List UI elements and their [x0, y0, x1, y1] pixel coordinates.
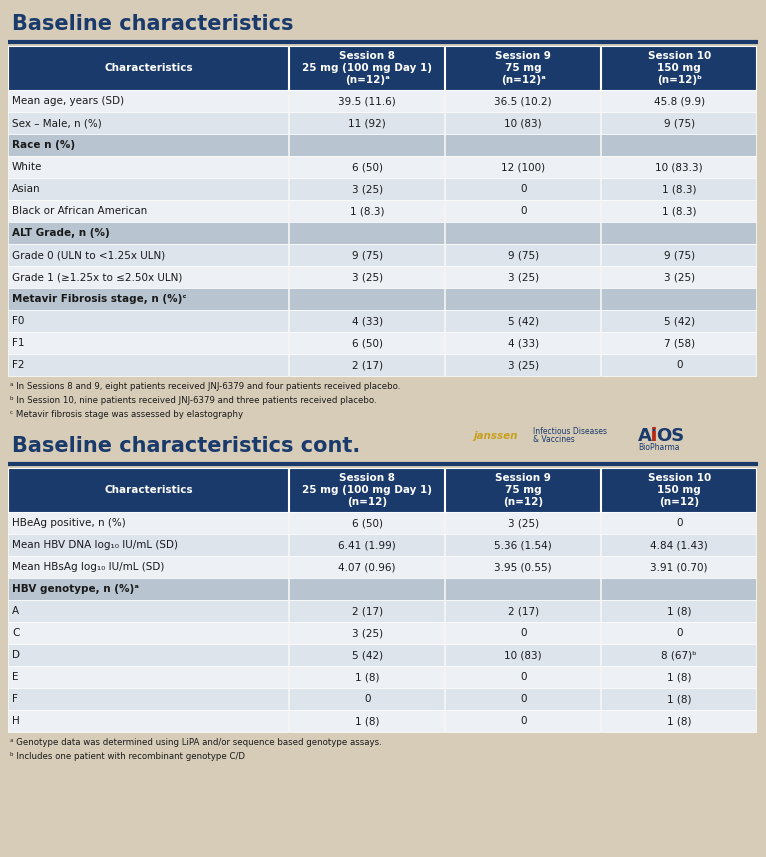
Bar [601, 112, 756, 134]
Bar [290, 688, 444, 710]
Text: 39.5 (11.6): 39.5 (11.6) [339, 96, 396, 106]
Bar [8, 332, 288, 354]
Text: 5 (42): 5 (42) [663, 316, 695, 326]
Text: C: C [12, 628, 19, 638]
Text: 1 (8): 1 (8) [667, 694, 692, 704]
Text: 4.84 (1.43): 4.84 (1.43) [650, 540, 708, 550]
Bar [290, 178, 444, 200]
Text: 1 (8.3): 1 (8.3) [662, 184, 696, 194]
Text: Session 8
25 mg (100 mg Day 1)
(n=12)ᵃ: Session 8 25 mg (100 mg Day 1) (n=12)ᵃ [303, 51, 432, 86]
Bar [601, 332, 756, 354]
Bar [290, 310, 444, 332]
Bar [8, 688, 288, 710]
Bar [290, 156, 444, 178]
Bar [290, 512, 444, 534]
Bar [601, 600, 756, 622]
Bar [8, 644, 288, 666]
Text: 1 (8): 1 (8) [355, 716, 379, 726]
Text: E: E [12, 672, 18, 682]
Text: Grade 0 (ULN to <1.25x ULN): Grade 0 (ULN to <1.25x ULN) [12, 250, 165, 260]
Bar [601, 134, 756, 156]
Text: 6.41 (1.99): 6.41 (1.99) [339, 540, 396, 550]
Bar [445, 134, 601, 156]
Bar [445, 222, 601, 244]
Text: 1 (8.3): 1 (8.3) [662, 206, 696, 216]
Text: 0: 0 [520, 716, 526, 726]
Bar [445, 200, 601, 222]
Text: BioPharma: BioPharma [638, 442, 679, 452]
Bar [601, 534, 756, 556]
Bar [8, 710, 288, 732]
Text: Mean HBV DNA log₁₀ IU/mL (SD): Mean HBV DNA log₁₀ IU/mL (SD) [12, 540, 178, 550]
Bar [290, 222, 444, 244]
Bar [8, 310, 288, 332]
Text: Metavir Fibrosis stage, n (%)ᶜ: Metavir Fibrosis stage, n (%)ᶜ [12, 294, 187, 304]
Text: Grade 1 (≥1.25x to ≤2.50x ULN): Grade 1 (≥1.25x to ≤2.50x ULN) [12, 272, 182, 282]
Text: 1 (8): 1 (8) [667, 672, 692, 682]
Bar [8, 266, 288, 288]
Text: 3 (25): 3 (25) [508, 360, 538, 370]
Bar [445, 332, 601, 354]
Bar [290, 534, 444, 556]
Text: 2 (17): 2 (17) [352, 360, 383, 370]
Bar [601, 468, 756, 512]
Text: 5 (42): 5 (42) [508, 316, 538, 326]
Bar [290, 468, 444, 512]
Text: 6 (50): 6 (50) [352, 338, 383, 348]
Text: F2: F2 [12, 360, 25, 370]
Bar [8, 46, 288, 90]
Bar [445, 310, 601, 332]
Bar [601, 222, 756, 244]
Bar [290, 134, 444, 156]
Text: 0: 0 [676, 628, 683, 638]
Text: 0: 0 [676, 518, 683, 528]
Bar [601, 178, 756, 200]
Bar [8, 112, 288, 134]
Bar [601, 90, 756, 112]
Bar [445, 622, 601, 644]
Bar [445, 288, 601, 310]
Text: 10 (83.3): 10 (83.3) [656, 162, 703, 172]
Text: Black or African American: Black or African American [12, 206, 147, 216]
Text: HBV genotype, n (%)ᵃ: HBV genotype, n (%)ᵃ [12, 584, 139, 594]
Bar [8, 200, 288, 222]
Text: OS: OS [656, 427, 684, 445]
Bar [445, 710, 601, 732]
Text: ᵇ Includes one patient with recombinant genotype C/D: ᵇ Includes one patient with recombinant … [10, 752, 245, 761]
Text: 0: 0 [520, 206, 526, 216]
Bar [8, 622, 288, 644]
Text: 36.5 (10.2): 36.5 (10.2) [494, 96, 552, 106]
Text: 10 (83): 10 (83) [505, 118, 542, 128]
Text: 10 (83): 10 (83) [505, 650, 542, 660]
Bar [8, 354, 288, 376]
Bar [445, 644, 601, 666]
Bar [445, 534, 601, 556]
Bar [445, 178, 601, 200]
Bar [8, 556, 288, 578]
Text: F1: F1 [12, 338, 25, 348]
Text: Session 8
25 mg (100 mg Day 1)
(n=12): Session 8 25 mg (100 mg Day 1) (n=12) [303, 472, 432, 507]
Text: 4.07 (0.96): 4.07 (0.96) [339, 562, 396, 572]
Text: 9 (75): 9 (75) [663, 250, 695, 260]
Text: 0: 0 [364, 694, 371, 704]
Bar [8, 468, 288, 512]
Bar [8, 134, 288, 156]
Bar [445, 600, 601, 622]
Bar [601, 46, 756, 90]
Bar [445, 512, 601, 534]
Text: ᵃ Genotype data was determined using LiPA and/or sequence based genotype assays.: ᵃ Genotype data was determined using LiP… [10, 738, 381, 747]
Text: A: A [12, 606, 19, 616]
Text: 0: 0 [520, 694, 526, 704]
Text: 6 (50): 6 (50) [352, 162, 383, 172]
Bar [8, 600, 288, 622]
Text: Mean age, years (SD): Mean age, years (SD) [12, 96, 124, 106]
Bar [8, 288, 288, 310]
Text: 3 (25): 3 (25) [352, 628, 383, 638]
Bar [8, 578, 288, 600]
Text: D: D [12, 650, 20, 660]
Text: 1 (8): 1 (8) [667, 606, 692, 616]
Text: H: H [12, 716, 20, 726]
Text: 7 (58): 7 (58) [663, 338, 695, 348]
Text: Session 10
150 mg
(n=12)ᵇ: Session 10 150 mg (n=12)ᵇ [647, 51, 711, 86]
Text: F: F [12, 694, 18, 704]
